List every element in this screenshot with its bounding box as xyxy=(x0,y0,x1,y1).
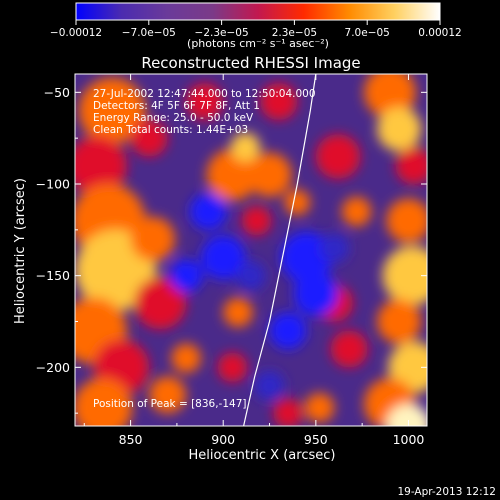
heatmap-blob xyxy=(273,398,303,426)
annotation-detectors: Detectors: 4F 5F 6F 7F 8F, Att 1 xyxy=(93,100,260,112)
heatmap-blob xyxy=(376,299,422,344)
heatmap-blob xyxy=(78,77,146,145)
x-tick-label: 900 xyxy=(211,432,235,447)
x-tick-label: 850 xyxy=(119,432,143,447)
heatmap-blob xyxy=(130,119,168,157)
heatmap-blob xyxy=(130,216,176,262)
heatmap-blob xyxy=(293,271,339,317)
heatmap-blob xyxy=(149,376,187,414)
annotation-peak-position: Position of Peak = [836,-147] xyxy=(93,398,247,410)
heatmap-blob xyxy=(75,378,133,426)
heatmap-blob xyxy=(186,82,224,121)
heatmap-blob xyxy=(386,198,427,243)
colorbar-tick-label: −7.0e−05 xyxy=(122,27,176,39)
annotation-time-range: 27-Jul-2002 12:47:44.000 to 12:50:04.000 xyxy=(93,88,316,100)
colorbar-gradient xyxy=(75,2,441,21)
heatmap-blob xyxy=(236,260,266,291)
y-tick-label: −150 xyxy=(36,268,70,283)
heatmap-blob xyxy=(189,192,227,231)
colorbar-tick-label: −2.3e−05 xyxy=(195,27,249,39)
heatmap-blob xyxy=(171,343,201,373)
heatmap-blob xyxy=(230,132,261,163)
heatmap-blob xyxy=(315,134,361,179)
annotation-energy-range: Energy Range: 25.0 - 50.0 keV xyxy=(93,112,254,124)
annotation-clean-counts: Clean Total counts: 1.44E+03 xyxy=(93,124,248,136)
heatmap-blob xyxy=(304,392,335,423)
y-tick-label: −100 xyxy=(36,177,70,192)
colorbar-tick-label: 0.00012 xyxy=(418,27,461,39)
heatmap-blob xyxy=(280,231,333,284)
x-tick-label: 950 xyxy=(304,432,328,447)
heatmap-blob xyxy=(319,233,350,263)
heatmap-blob xyxy=(341,196,372,227)
colorbar-tick-label: 7.0e−05 xyxy=(345,27,390,39)
heatmap-blob xyxy=(223,297,253,328)
chart-title: Reconstructed RHESSI Image xyxy=(141,54,360,72)
heatmap-blob xyxy=(330,330,368,368)
heatmap-image xyxy=(75,74,427,426)
heatmap-blob xyxy=(382,246,427,306)
colorbar-unit-label: (photons cm⁻² s⁻¹ asec⁻²) xyxy=(187,37,329,50)
y-tick-label: −50 xyxy=(44,85,70,100)
y-tick-label: −200 xyxy=(36,360,70,375)
plot-frame xyxy=(74,73,428,427)
plot-area: 850 900 950 1000 −50 −100 −150 −200 xyxy=(36,73,428,447)
heatmap-blob xyxy=(134,277,187,330)
heatmap-blob xyxy=(75,136,127,196)
observation-annotations: 27-Jul-2002 12:47:44.000 to 12:50:04.000… xyxy=(93,88,316,410)
colorbar-tick-label: −0.00012 xyxy=(50,27,102,39)
heatmap-blob xyxy=(269,312,307,350)
colorbar-tick-label: 2.3e−05 xyxy=(272,27,317,39)
heatmap-blob xyxy=(395,147,427,185)
heatmap-blob xyxy=(241,205,272,236)
heatmap-blob xyxy=(200,235,246,280)
x-axis-label: Heliocentric X (arcsec) xyxy=(189,448,336,463)
x-tick-label: 1000 xyxy=(393,432,425,447)
heatmap-blob xyxy=(169,258,203,293)
heatmap-blob xyxy=(386,403,427,426)
heatmap-blob xyxy=(376,106,422,152)
heatmap-blob xyxy=(260,82,298,121)
footer-timestamp: 19-Apr-2013 12:12 xyxy=(397,486,496,498)
colorbar: −0.00012 −7.0e−05 −2.3e−05 2.3e−05 7.0e−05 0.… xyxy=(50,2,462,50)
heatmap-blob xyxy=(247,152,292,198)
heatmap-blob xyxy=(284,189,311,216)
solar-limb-line xyxy=(243,74,317,426)
y-axis-label: Heliocentric Y (arcsec) xyxy=(13,178,28,324)
colorbar-ticks: −0.00012 −7.0e−05 −2.3e−05 2.3e−05 7.0e−05 0.… xyxy=(50,20,462,39)
heatmap-blob xyxy=(217,352,248,383)
axis-ticks: 850 900 950 1000 −50 −100 −150 −200 xyxy=(36,74,427,447)
heatmap-blob xyxy=(254,370,285,401)
